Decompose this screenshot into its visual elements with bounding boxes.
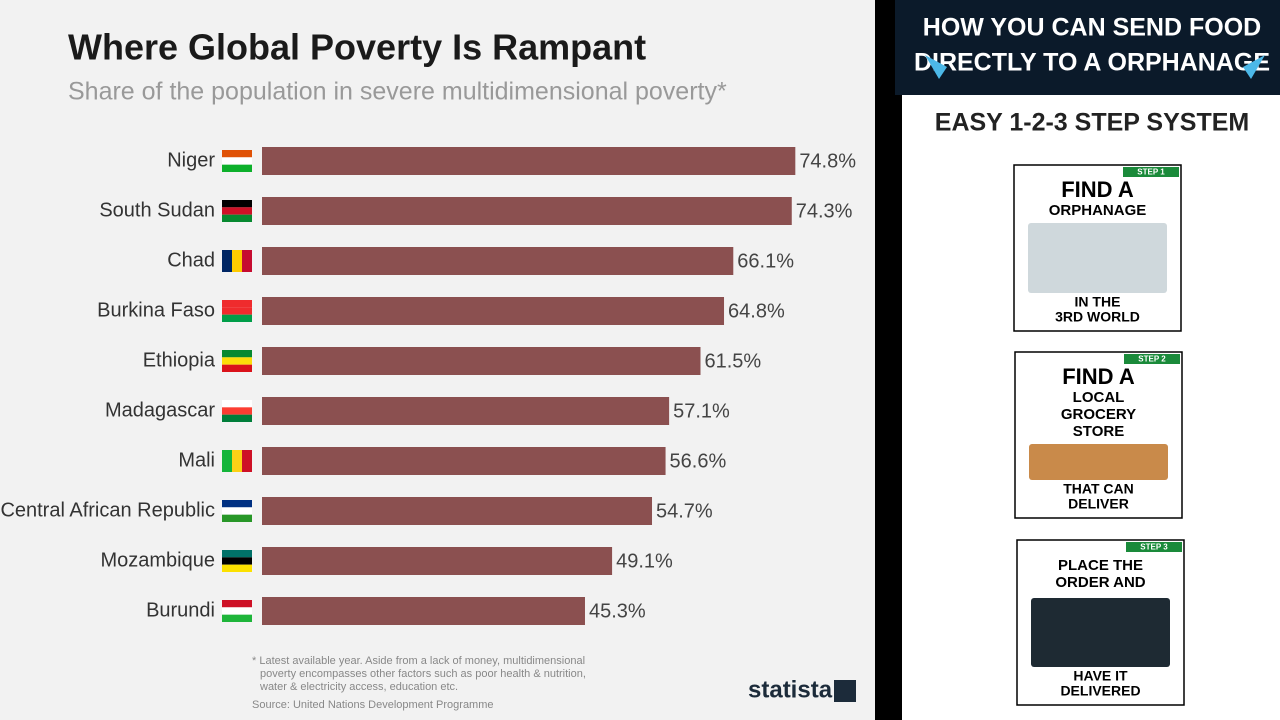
bar — [262, 547, 613, 575]
flag — [222, 250, 232, 272]
footnote: poverty encompasses other factors such a… — [260, 668, 586, 680]
value-label: 49.1% — [616, 550, 673, 572]
flag — [242, 450, 252, 472]
flag — [222, 557, 252, 565]
flag — [222, 564, 252, 572]
category-label: Burundi — [146, 599, 215, 621]
step-text: GROCERY — [1061, 406, 1136, 423]
value-label: 66.1% — [737, 250, 794, 272]
bar — [262, 447, 666, 475]
value-label: 45.3% — [589, 600, 646, 622]
step-tag-bg — [1126, 542, 1182, 552]
banner-text: HOW YOU CAN SEND FOOD — [923, 14, 1261, 42]
bar — [262, 147, 796, 175]
bar — [262, 397, 670, 425]
flag — [222, 307, 252, 315]
step-tag: STEP 1 — [1137, 168, 1165, 177]
flag — [222, 150, 252, 158]
footnote: * Latest available year. Aside from a la… — [252, 655, 585, 667]
flag — [222, 407, 252, 415]
value-label: 74.8% — [799, 150, 856, 172]
category-label: Burkina Faso — [97, 299, 215, 321]
step-text: FIND A — [1062, 364, 1135, 389]
banner-text: DIRECTLY TO A ORPHANAGE — [914, 49, 1270, 77]
step-tag: STEP 3 — [1140, 543, 1168, 552]
brand-logo — [834, 680, 856, 702]
category-label: Madagascar — [105, 399, 215, 421]
step-image — [1031, 598, 1170, 667]
step-image — [1028, 223, 1167, 293]
flag — [232, 250, 242, 272]
bar — [262, 347, 701, 375]
flag — [222, 550, 252, 558]
flag — [222, 450, 232, 472]
step-text: ORDER AND — [1055, 574, 1145, 591]
step-text: DELIVERED — [1060, 683, 1140, 699]
value-label: 54.7% — [656, 500, 713, 522]
flag — [222, 414, 252, 422]
step-text: PLACE THE — [1058, 557, 1143, 574]
step-text: IN THE — [1075, 294, 1121, 310]
step-text: 3RD WORLD — [1055, 309, 1140, 325]
step-text: DELIVER — [1068, 496, 1129, 512]
step-tag-bg — [1123, 167, 1179, 177]
flag — [232, 450, 242, 472]
category-label: Ethiopia — [143, 349, 216, 371]
value-label: 56.6% — [670, 450, 727, 472]
bar — [262, 597, 585, 625]
flag — [222, 300, 252, 308]
flag — [222, 357, 252, 365]
flag — [222, 614, 252, 622]
step-text: THAT CAN — [1063, 481, 1134, 497]
footnote: water & electricity access, education et… — [259, 681, 458, 693]
category-label: Central African Republic — [0, 499, 215, 521]
flag — [222, 214, 252, 222]
flag — [222, 364, 252, 372]
category-label: Mozambique — [100, 549, 215, 571]
category-label: Chad — [167, 249, 215, 271]
flag — [242, 250, 252, 272]
flag — [222, 164, 252, 172]
category-label: South Sudan — [99, 199, 215, 221]
flag — [222, 200, 252, 208]
value-label: 61.5% — [704, 350, 761, 372]
step-text: HAVE IT — [1073, 668, 1128, 684]
brand: statista — [748, 676, 833, 703]
chart-subtitle: Share of the population in severe multid… — [68, 78, 727, 106]
value-label: 64.8% — [728, 300, 785, 322]
category-label: Mali — [178, 449, 215, 471]
step-text: ORPHANAGE — [1049, 202, 1147, 219]
category-label: Niger — [167, 149, 215, 171]
sidebar-heading: EASY 1-2-3 STEP SYSTEM — [935, 109, 1249, 137]
step-image — [1029, 444, 1168, 480]
flag — [222, 600, 252, 608]
chart-title: Where Global Poverty Is Rampant — [68, 27, 646, 68]
flag — [222, 507, 252, 515]
flag — [222, 207, 252, 215]
step-card — [1014, 351, 1183, 519]
bar — [262, 297, 725, 325]
flag — [222, 607, 252, 615]
flag — [222, 500, 252, 508]
step-text: LOCAL — [1073, 389, 1125, 406]
step-tag-bg — [1124, 354, 1180, 364]
source: Source: United Nations Development Progr… — [252, 699, 494, 711]
bar — [262, 197, 792, 225]
flag — [222, 157, 252, 165]
flag — [222, 350, 252, 358]
step-tag: STEP 2 — [1138, 355, 1166, 364]
flag — [222, 514, 252, 522]
bar — [262, 247, 734, 275]
flag — [222, 314, 252, 322]
value-label: 74.3% — [796, 200, 853, 222]
flag — [222, 400, 252, 408]
value-label: 57.1% — [673, 400, 730, 422]
step-text: FIND A — [1061, 177, 1134, 202]
banner — [895, 0, 1280, 95]
step-text: STORE — [1073, 423, 1124, 440]
bar — [262, 497, 653, 525]
